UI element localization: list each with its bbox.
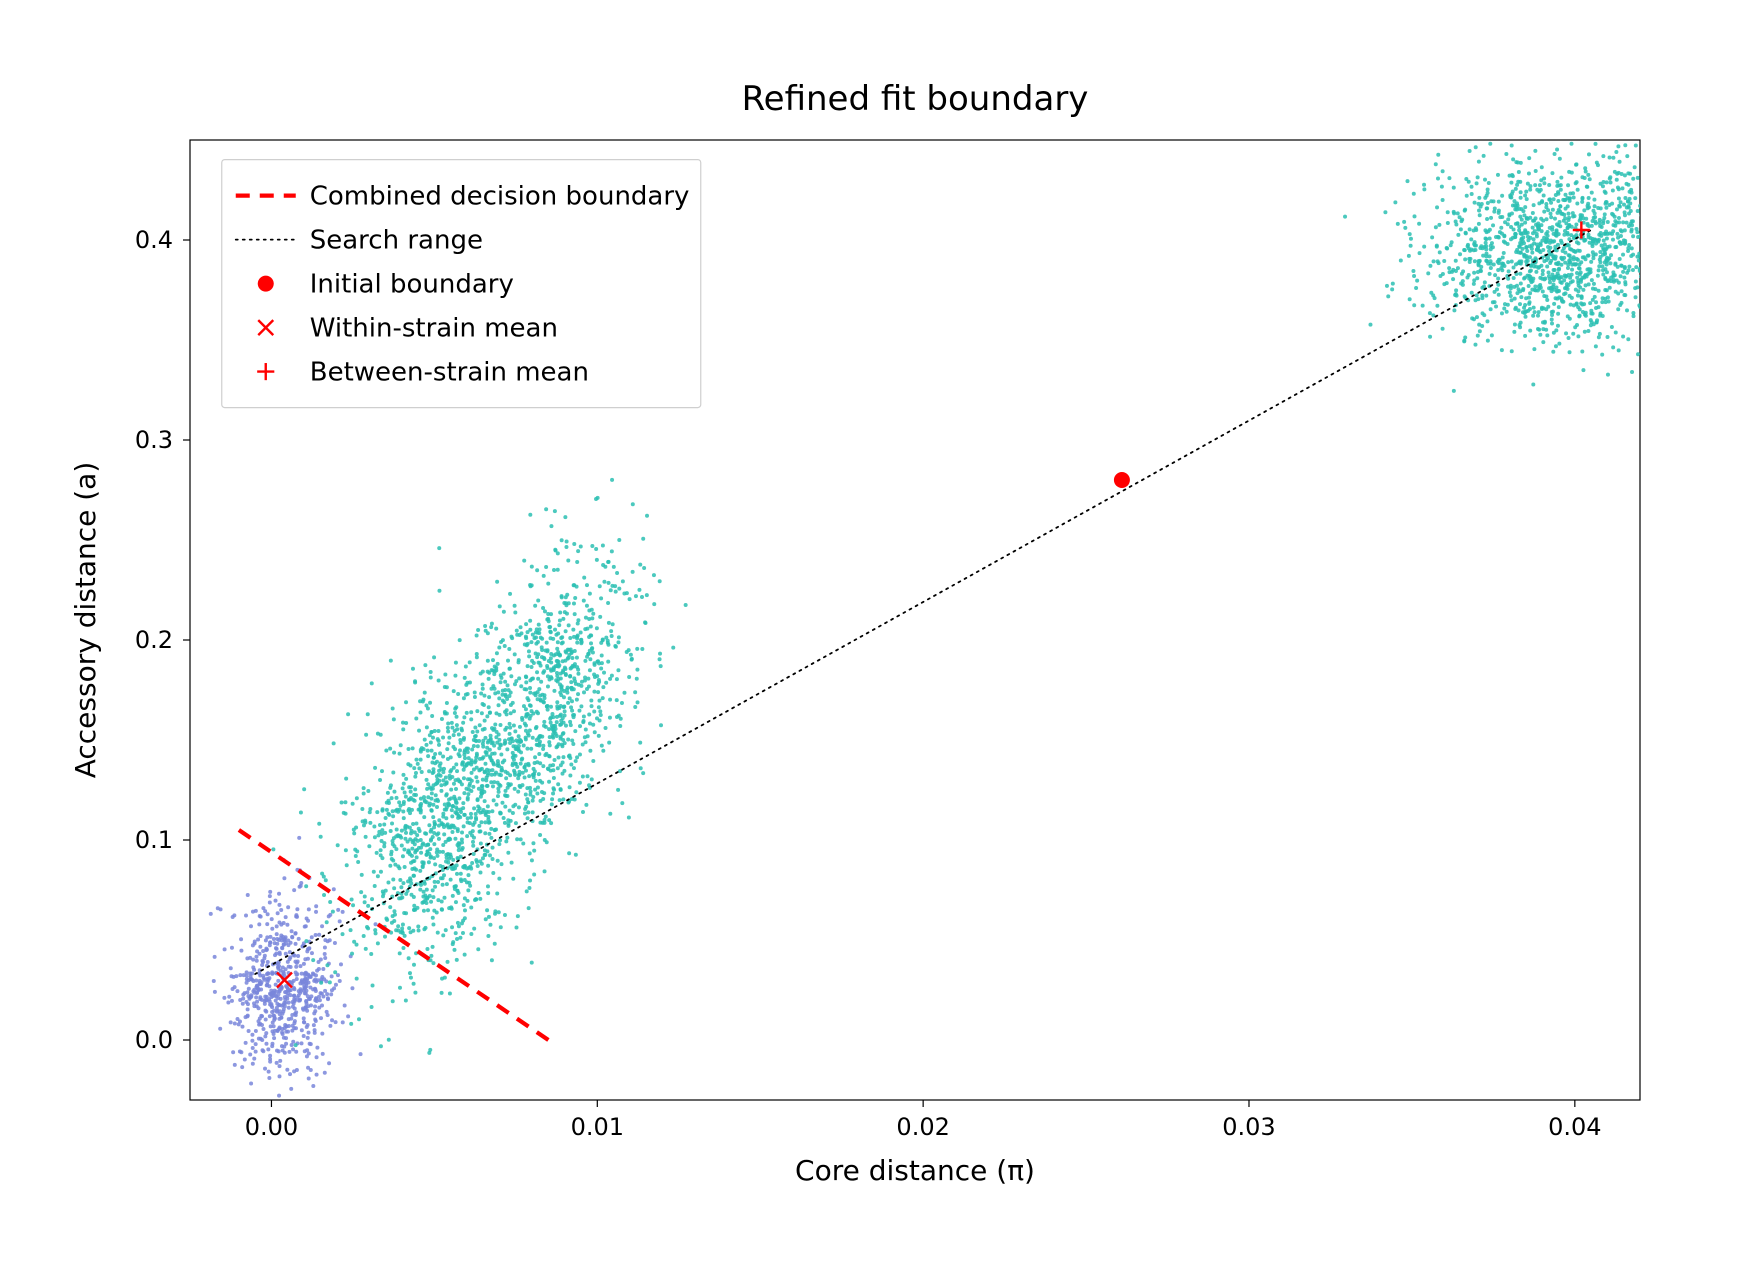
svg-text:0.4: 0.4	[135, 226, 173, 254]
svg-text:Refined fit boundary: Refined fit boundary	[742, 79, 1089, 119]
svg-text:0.00: 0.00	[245, 1113, 298, 1141]
svg-text:Combined decision boundary: Combined decision boundary	[310, 182, 690, 212]
svg-text:Within-strain mean: Within-strain mean	[310, 314, 558, 344]
svg-text:0.03: 0.03	[1222, 1113, 1275, 1141]
svg-text:0.04: 0.04	[1548, 1113, 1601, 1141]
svg-text:0.2: 0.2	[135, 626, 173, 654]
scatter-chart: 0.00 0.01 0.02 0.03 0.04 0.0 0.1 0.2 0.3 0.4 Core …	[0, 0, 1760, 1280]
svg-text:0.3: 0.3	[135, 426, 173, 454]
svg-text:0.0: 0.0	[135, 1026, 173, 1054]
svg-text:0.01: 0.01	[571, 1113, 624, 1141]
svg-text:0.02: 0.02	[896, 1113, 949, 1141]
legend: Combined decision boundary Search range In…	[222, 160, 701, 408]
chart-container: 0.00 0.01 0.02 0.03 0.04 0.0 0.1 0.2 0.3 0.4 Core …	[0, 0, 1760, 1280]
svg-text:0.1: 0.1	[135, 826, 173, 854]
svg-text:Core distance (π): Core distance (π)	[795, 1154, 1035, 1187]
svg-text:Between-strain mean: Between-strain mean	[310, 358, 589, 388]
svg-text:Accessory distance (a): Accessory distance (a)	[69, 462, 102, 779]
svg-text:Initial boundary: Initial boundary	[310, 270, 514, 300]
svg-text:Search range: Search range	[310, 226, 483, 256]
